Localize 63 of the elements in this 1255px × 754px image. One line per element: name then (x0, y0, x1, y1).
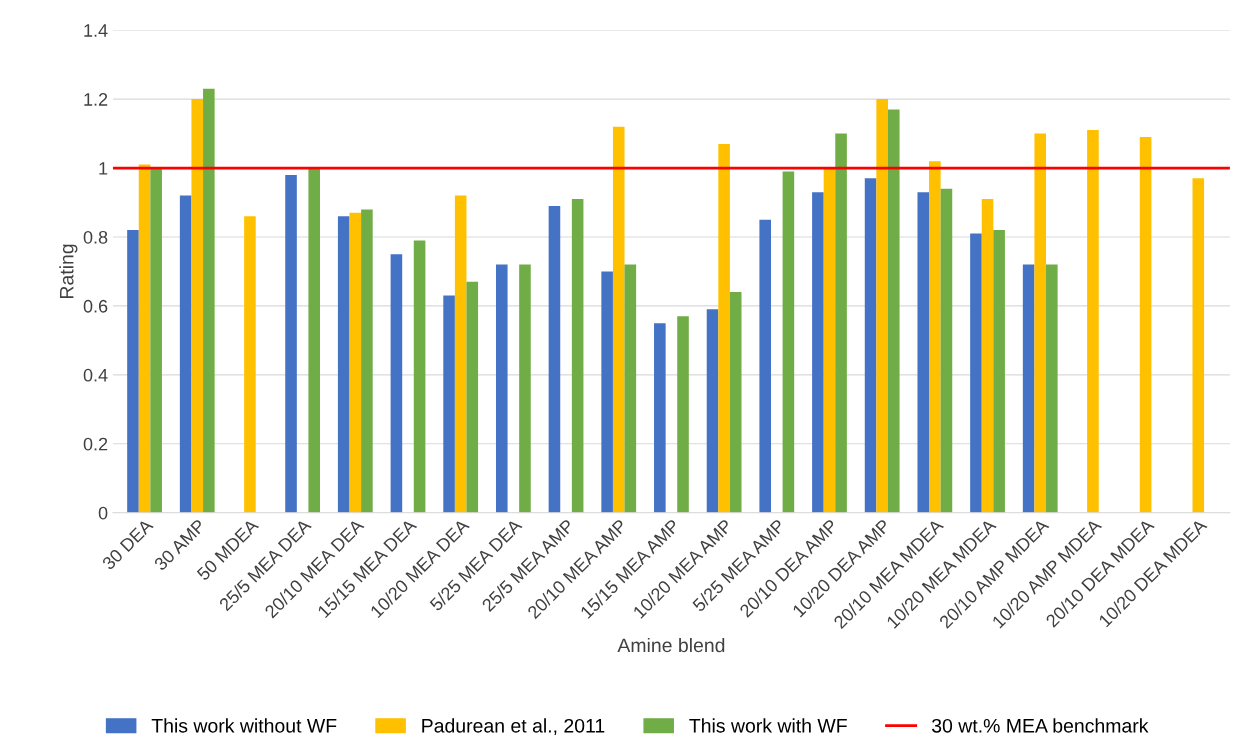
bar (191, 99, 204, 513)
legend-label: 30 wt.% MEA benchmark (931, 718, 1149, 733)
bar (443, 295, 455, 513)
bar (993, 230, 1005, 513)
bar (876, 99, 888, 513)
y-tick-label: 0.6 (83, 299, 108, 313)
bar (1192, 178, 1205, 513)
bar (624, 264, 637, 513)
bar (179, 195, 192, 513)
bar (835, 133, 847, 513)
bar (548, 205, 561, 513)
bar (929, 161, 941, 513)
bar (981, 199, 994, 513)
bar (864, 178, 877, 513)
legend-label: This work with WF (689, 718, 847, 733)
y-tick-label: 0 (98, 506, 108, 520)
bar (495, 264, 508, 513)
legend-label: This work without WF (151, 718, 337, 733)
bar (308, 168, 321, 513)
bar (940, 188, 953, 513)
bar (138, 164, 151, 513)
bar (782, 171, 795, 513)
bar (759, 219, 771, 513)
legend-label: Padurean et al., 2011 (422, 718, 605, 735)
bar (718, 143, 730, 513)
y-tick-label: 0.2 (83, 437, 108, 451)
bar (654, 323, 666, 513)
bar (466, 281, 479, 513)
bar (337, 216, 350, 513)
bar (823, 168, 836, 513)
bar (612, 126, 625, 513)
bar (1046, 264, 1058, 513)
bar (571, 199, 584, 513)
bar (1139, 137, 1152, 513)
y-tick-label: 1.2 (84, 93, 108, 106)
bar (361, 209, 373, 513)
bar (917, 192, 930, 513)
bar (454, 195, 467, 513)
bar (706, 309, 719, 513)
bar (390, 254, 403, 513)
bar (285, 174, 297, 513)
x-axis-title: Amine blend (617, 637, 725, 653)
bar (1087, 130, 1099, 513)
bar (150, 168, 162, 513)
y-tick-label: 1.4 (84, 24, 108, 37)
bar (729, 292, 742, 513)
y-tick-label: 0.4 (83, 368, 108, 382)
bar (203, 88, 215, 513)
bar (519, 264, 531, 513)
bar (1034, 133, 1047, 513)
y-axis-title: Rating (59, 244, 78, 298)
bar (1022, 264, 1035, 513)
bar (970, 233, 982, 513)
y-tick-label: 0.8 (83, 230, 108, 244)
y-tick-label: 1 (99, 162, 108, 175)
bar (887, 109, 900, 513)
bar (677, 316, 689, 513)
bar (127, 230, 139, 513)
bar (244, 216, 256, 513)
bar (413, 240, 426, 513)
bar (349, 212, 362, 513)
bar (812, 192, 824, 513)
bar (601, 271, 613, 513)
